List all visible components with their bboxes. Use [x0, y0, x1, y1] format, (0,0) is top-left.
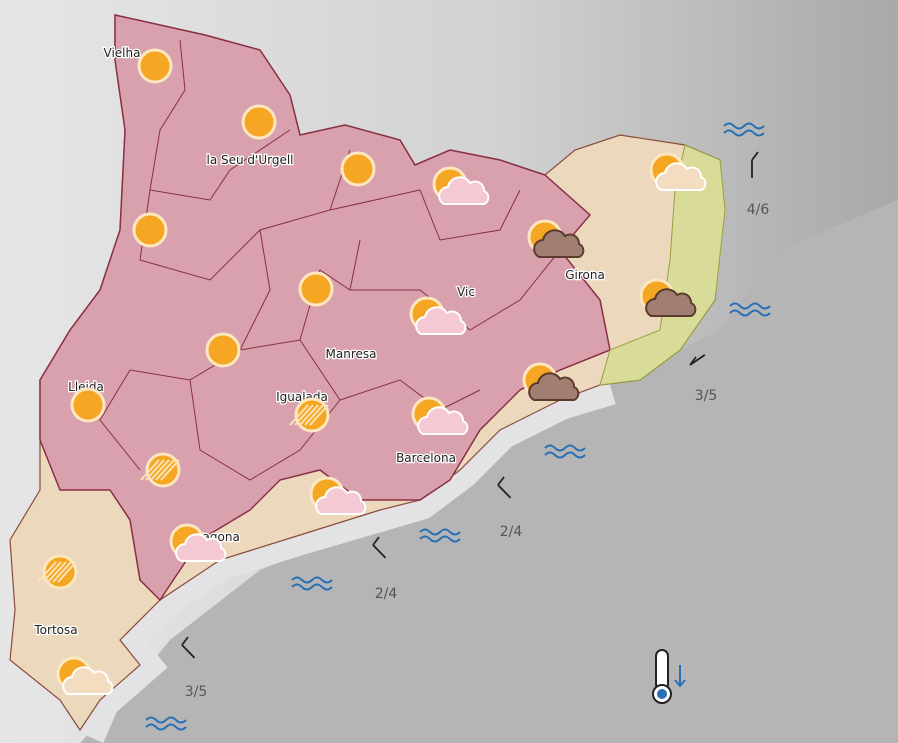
- region-warning: [39, 14, 611, 602]
- wind-barb: [372, 536, 387, 559]
- haze-stripe: [289, 404, 309, 426]
- wind-label: 3/5: [695, 388, 718, 404]
- haze-stripe: [47, 561, 67, 583]
- wind-label: 3/5: [185, 684, 208, 700]
- city-label: Vic: [457, 285, 475, 299]
- city-label: Barcelona: [396, 451, 456, 465]
- wave-icon: [544, 444, 586, 452]
- cloud-icon: [645, 288, 697, 317]
- haze-stripe: [304, 404, 324, 426]
- wind-label: 2/4: [375, 586, 398, 602]
- wave-icon: [145, 723, 187, 731]
- city-label: Girona: [565, 268, 605, 282]
- wave-icon: [723, 129, 765, 137]
- city-label: Tortosa: [33, 623, 77, 637]
- wave-icon: [291, 576, 333, 584]
- sun-icon: [298, 271, 334, 307]
- cloud-icon: [528, 372, 580, 401]
- sun-icon: [294, 397, 330, 433]
- haze-stripe: [145, 459, 165, 481]
- wave-icon: [419, 535, 461, 543]
- sea: [80, 200, 898, 743]
- wave-icon: [145, 716, 187, 724]
- haze-stripe: [160, 459, 180, 481]
- comarca-borders: [99, 39, 561, 481]
- cloud-icon: [315, 486, 367, 515]
- cloud-icon: [533, 229, 585, 258]
- cloud-icon: [438, 176, 490, 205]
- wave-icon: [729, 309, 771, 317]
- wind-barb: [689, 354, 706, 366]
- cloud-icon: [415, 306, 467, 335]
- haze-stripe: [299, 404, 319, 426]
- haze-stripe: [309, 404, 329, 426]
- city-label: Manresa: [326, 347, 377, 361]
- sun-icon: [137, 48, 173, 84]
- sun-icon: [241, 104, 277, 140]
- thermometer: [652, 649, 686, 704]
- haze-stripe: [37, 561, 57, 583]
- sun-icon: [340, 151, 376, 187]
- wave-icon: [291, 583, 333, 591]
- haze-stripe: [140, 459, 160, 481]
- wind-label: 4/6: [747, 202, 770, 218]
- haze-stripe: [155, 459, 175, 481]
- wave-icon: [729, 302, 771, 310]
- haze-stripe: [57, 561, 77, 583]
- wave-icon: [419, 528, 461, 536]
- sun-icon: [205, 332, 241, 368]
- haze-stripe: [294, 404, 314, 426]
- sun-icon: [132, 212, 168, 248]
- haze-stripe: [42, 561, 62, 583]
- haze-stripe: [52, 561, 72, 583]
- haze-stripe: [150, 459, 170, 481]
- cloud-icon: [175, 533, 227, 562]
- wind-label: 2/4: [500, 524, 523, 540]
- sun-icon: [145, 452, 181, 488]
- city-label: Vielha: [104, 46, 141, 60]
- sun-icon: [42, 554, 78, 590]
- sun-icon: [70, 387, 106, 423]
- city-label: la Seu d'Urgell: [206, 153, 293, 167]
- wind-barb: [181, 636, 196, 659]
- region-yellow: [599, 144, 726, 386]
- cloud-icon: [62, 666, 114, 695]
- wind-barb: [497, 476, 512, 499]
- cloud-icon: [417, 406, 469, 435]
- wave-icon: [544, 451, 586, 459]
- wave-icon: [723, 122, 765, 130]
- wind-barb: [751, 151, 759, 179]
- cloud-icon: [655, 162, 707, 191]
- weather-icons: [37, 48, 771, 731]
